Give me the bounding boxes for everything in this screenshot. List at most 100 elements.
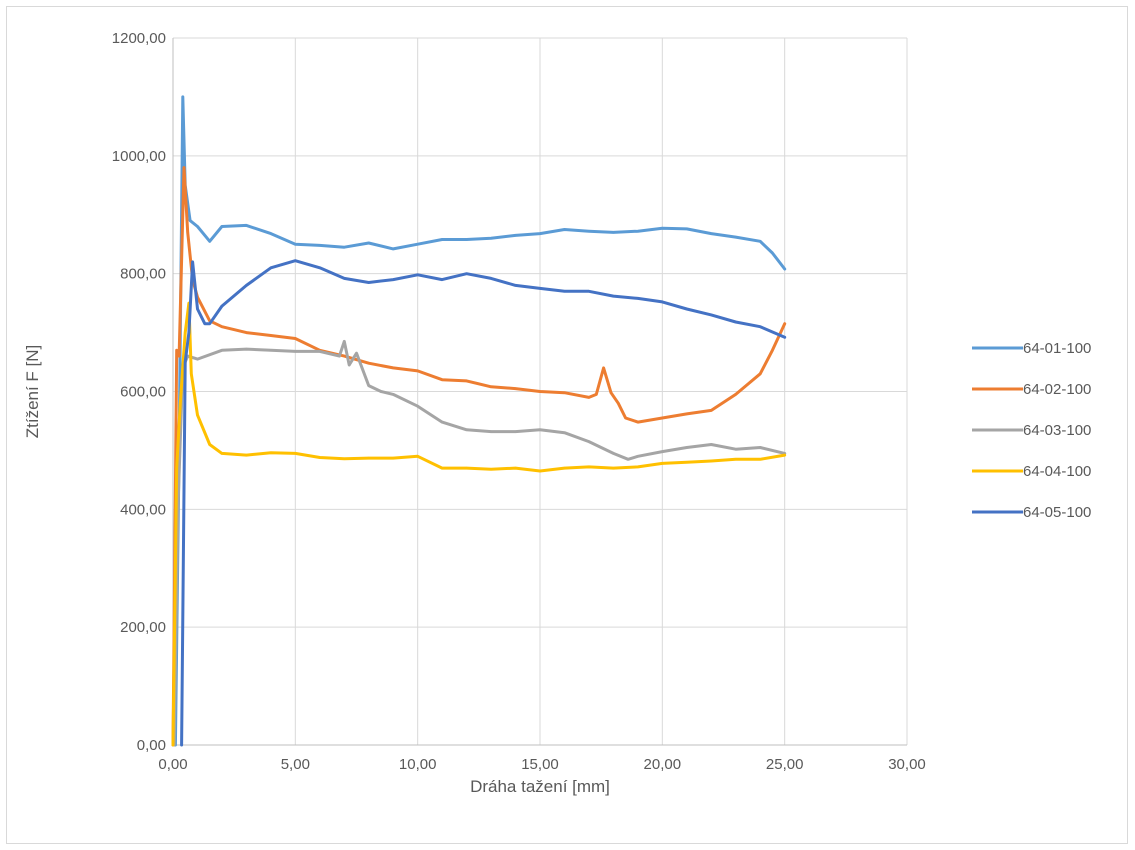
data-point — [710, 232, 713, 235]
data-point — [294, 452, 297, 455]
data-point — [636, 420, 640, 424]
x-axis-title: Dráha tažení [mm] — [470, 777, 610, 796]
data-point — [245, 453, 248, 457]
data-point — [661, 300, 664, 304]
data-point — [220, 325, 224, 328]
data-point — [379, 390, 383, 393]
data-point — [416, 273, 419, 276]
data-point — [489, 277, 493, 280]
data-point — [563, 290, 566, 293]
data-point — [595, 393, 598, 396]
data-point — [367, 362, 370, 365]
x-tick-label: 20,00 — [644, 756, 682, 773]
data-point — [465, 428, 468, 431]
data-point — [636, 465, 640, 469]
data-point — [612, 452, 615, 455]
data-point — [685, 412, 688, 416]
data-point — [208, 443, 211, 446]
data-point — [294, 350, 297, 353]
data-point — [710, 443, 713, 446]
data-point — [196, 307, 199, 311]
x-tick-label: 30,00 — [888, 756, 926, 773]
data-point — [294, 337, 297, 340]
y-tick-label: 1200,00 — [112, 30, 166, 47]
legend-label: 64-01-100 — [1023, 340, 1091, 357]
data-point — [343, 277, 346, 280]
legend-item: 64-04-100 — [972, 463, 1091, 480]
series-lines — [171, 95, 787, 747]
data-point — [685, 227, 688, 231]
series-line-64-03-100 — [172, 339, 787, 747]
data-point — [208, 240, 211, 243]
data-point — [440, 238, 444, 241]
data-point — [245, 224, 248, 227]
data-point — [489, 430, 493, 433]
data-point — [191, 260, 194, 264]
series-line-64-05-100 — [180, 259, 787, 747]
data-point — [685, 461, 688, 464]
data-point — [759, 325, 762, 328]
data-point — [538, 390, 542, 393]
data-point — [175, 349, 178, 352]
data-point — [489, 468, 493, 471]
data-point — [318, 350, 321, 353]
legend-item: 64-03-100 — [972, 422, 1091, 439]
legend-item: 64-02-100 — [972, 381, 1091, 398]
legend-label: 64-03-100 — [1023, 422, 1091, 439]
data-point — [175, 466, 178, 470]
data-point — [734, 320, 737, 324]
data-point — [771, 349, 774, 352]
data-point — [367, 281, 370, 284]
data-point — [759, 240, 762, 243]
data-point — [416, 243, 419, 246]
data-point — [685, 446, 688, 449]
data-point — [514, 284, 517, 287]
x-tick-label: 15,00 — [521, 756, 559, 773]
data-point — [771, 251, 774, 255]
data-point — [538, 287, 542, 290]
data-point — [392, 393, 395, 396]
data-point — [514, 234, 517, 237]
data-point — [440, 378, 444, 381]
data-point — [783, 267, 786, 271]
data-point — [587, 290, 591, 293]
data-point — [318, 244, 321, 247]
legend: 64-01-100 64-02-100 64-03-100 64-04-100 64-0… — [972, 340, 1091, 521]
data-point — [734, 448, 737, 451]
data-point — [587, 230, 591, 233]
data-point — [538, 428, 542, 431]
legend-item: 64-05-100 — [972, 504, 1091, 521]
data-point — [514, 387, 517, 390]
data-point — [269, 349, 273, 352]
data-point — [734, 235, 737, 239]
x-tick-label: 25,00 — [766, 756, 804, 773]
data-point — [220, 225, 224, 228]
y-tick-label: 1000,00 — [112, 148, 166, 165]
data-point — [294, 243, 297, 246]
data-point — [465, 379, 468, 383]
data-point — [612, 231, 615, 234]
data-point — [440, 278, 444, 281]
data-point — [465, 466, 468, 470]
axes: 0,00 200,00 400,00 600,00 800,00 1000,00 1200,… — [112, 30, 926, 773]
data-point — [245, 331, 248, 334]
x-tick-label: 0,00 — [158, 756, 187, 773]
x-tick-label: 5,00 — [281, 756, 310, 773]
data-point — [182, 166, 186, 169]
data-point — [587, 440, 591, 443]
data-point — [440, 466, 444, 470]
data-point — [710, 459, 713, 463]
data-point — [392, 456, 395, 460]
data-point — [489, 237, 493, 240]
data-point — [416, 369, 419, 373]
data-point — [759, 372, 762, 375]
data-point — [538, 469, 542, 473]
y-tick-label: 600,00 — [120, 384, 166, 401]
data-point — [612, 466, 615, 470]
data-point — [343, 354, 346, 358]
y-tick-label: 400,00 — [120, 501, 166, 518]
data-point — [538, 232, 542, 235]
data-point — [602, 366, 605, 370]
data-point — [783, 336, 786, 339]
